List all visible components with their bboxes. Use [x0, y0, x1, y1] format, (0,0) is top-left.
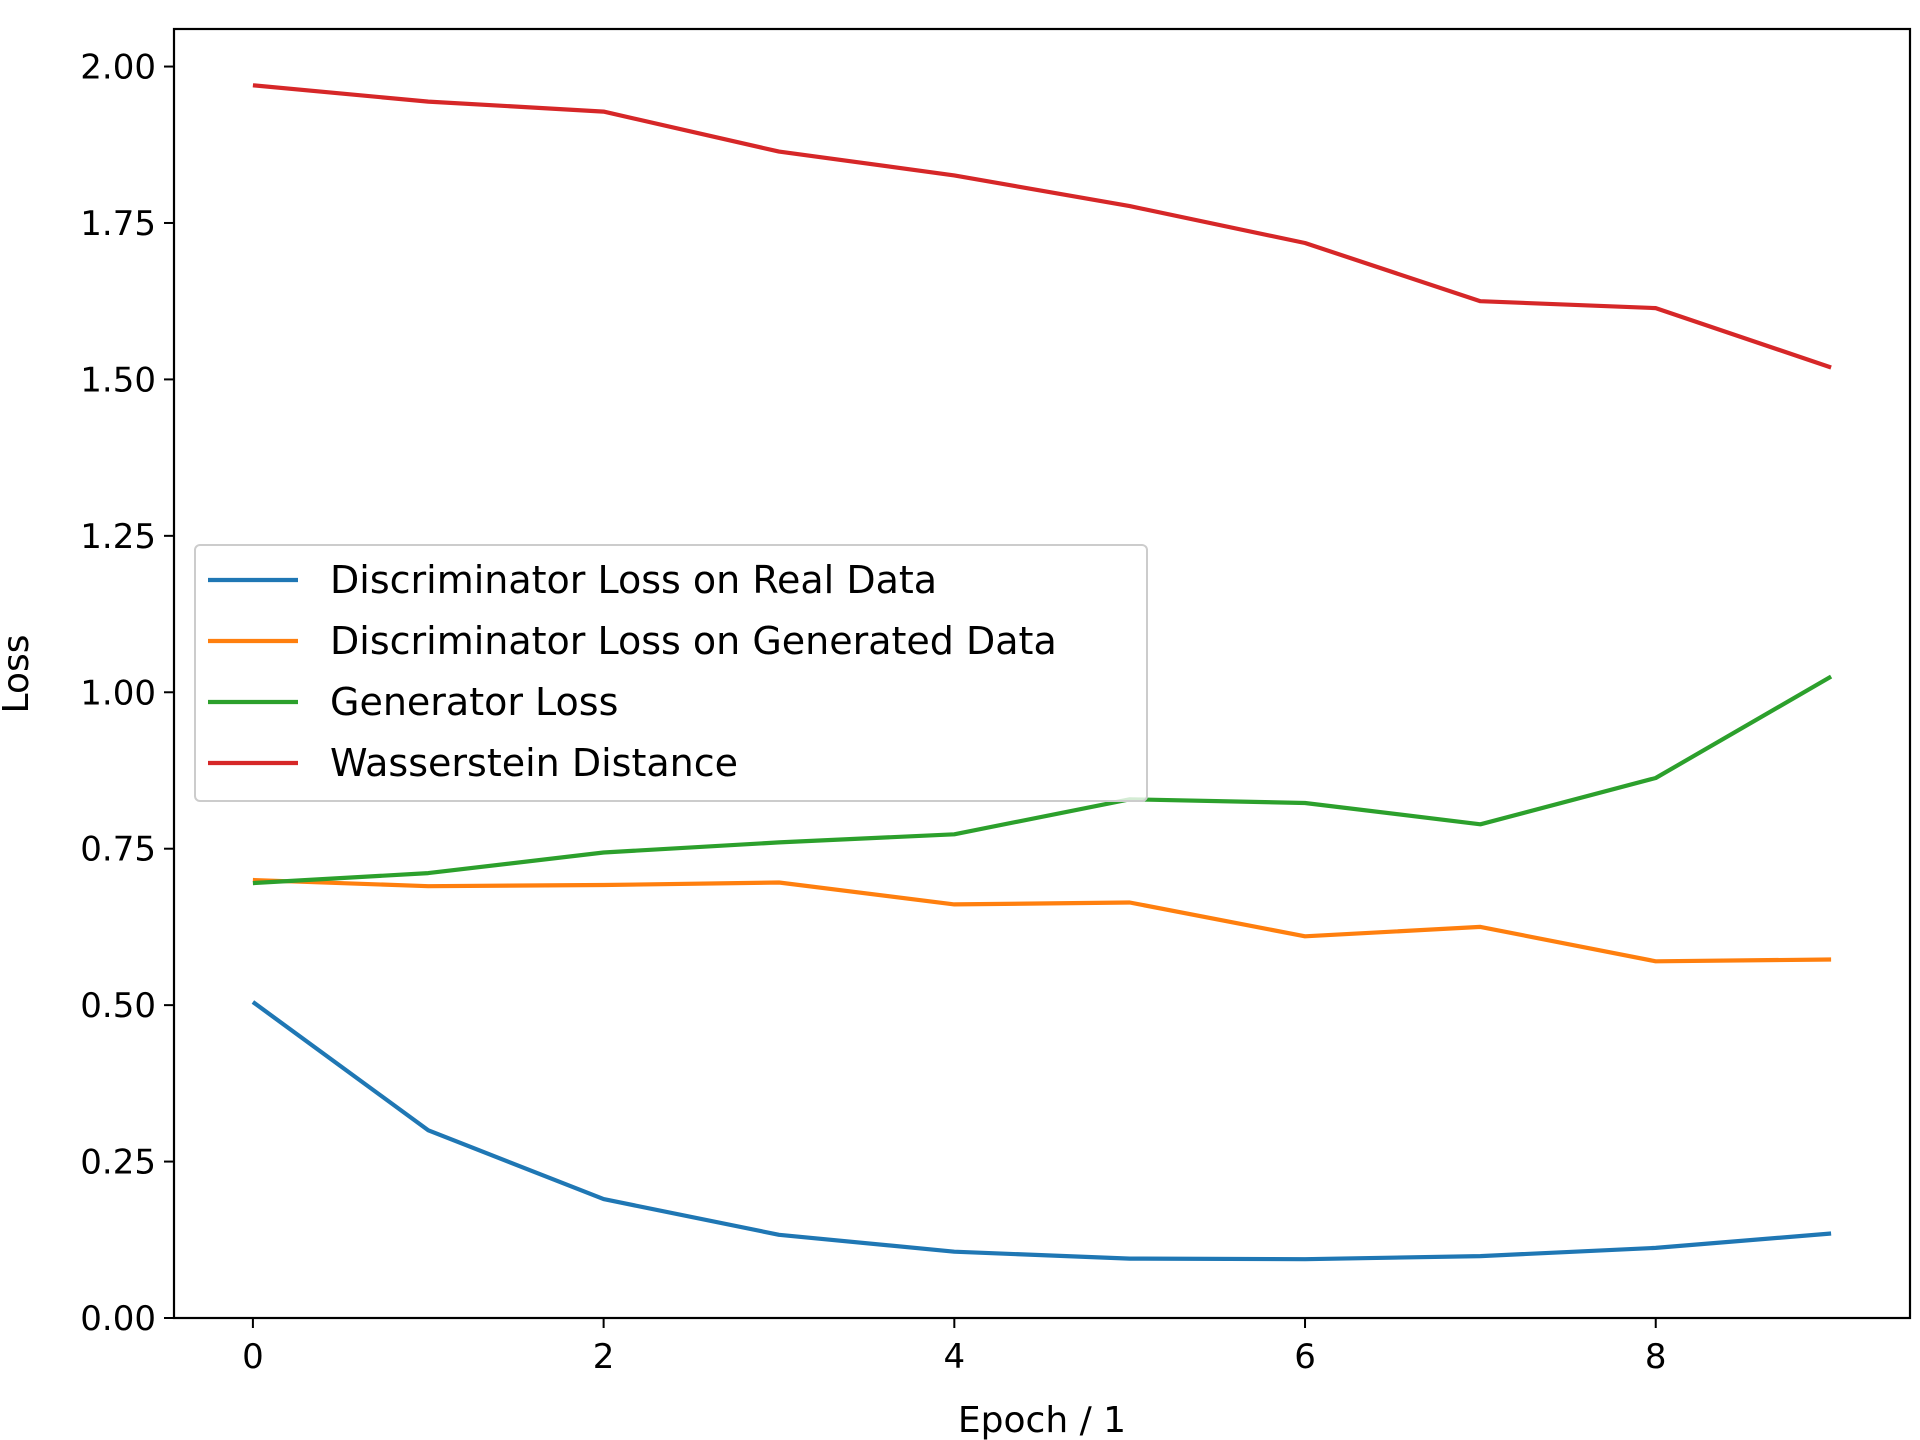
- series-line-1: [251, 1000, 1832, 1262]
- x-tick-label: 2: [593, 1337, 615, 1377]
- legend-label: Discriminator Loss on Generated Data: [330, 619, 1057, 663]
- y-tick-label: 0.25: [80, 1143, 156, 1183]
- plot-frame: [172, 27, 1912, 1320]
- series-line-3: [252, 674, 1833, 886]
- y-tick-label: 0.50: [80, 986, 156, 1026]
- y-tick-label: 1.25: [80, 517, 156, 557]
- x-axis-label: Epoch / 1: [958, 1400, 1126, 1440]
- legend-entries: Discriminator Loss on Real Data Discrimin…: [208, 558, 1057, 785]
- x-tick-label: 6: [1294, 1337, 1316, 1377]
- x-tick-label: 4: [944, 1337, 966, 1377]
- series-line-4: [252, 83, 1832, 370]
- legend-label: Discriminator Loss on Real Data: [330, 558, 937, 602]
- y-tick-label: 0.00: [80, 1299, 156, 1339]
- legend-label: Wasserstein Distance: [330, 741, 738, 785]
- legend: Discriminator Loss on Real Data Discrimin…: [194, 544, 1148, 802]
- y-tick-label: 1.75: [80, 204, 156, 244]
- series-layer: [251, 83, 1833, 1262]
- x-tick-label: 8: [1645, 1337, 1667, 1377]
- y-tick-label: 1.50: [80, 360, 156, 400]
- y-tick-label: 0.75: [80, 830, 156, 870]
- series-line-2: [252, 877, 1832, 964]
- legend-label: Generator Loss: [330, 680, 618, 724]
- x-tick-label: 0: [242, 1337, 264, 1377]
- y-axis-ticks: 0.00 0.25 0.50 0.75 1.00 1.25 1.50 1.75 2.00: [80, 48, 174, 1339]
- legend-box: [194, 544, 1148, 802]
- y-axis-label: Loss: [0, 635, 37, 714]
- y-tick-label: 1.00: [80, 673, 156, 713]
- y-tick-label: 2.00: [80, 48, 156, 88]
- x-axis-ticks: 0 2 4 6 8: [242, 1318, 1667, 1377]
